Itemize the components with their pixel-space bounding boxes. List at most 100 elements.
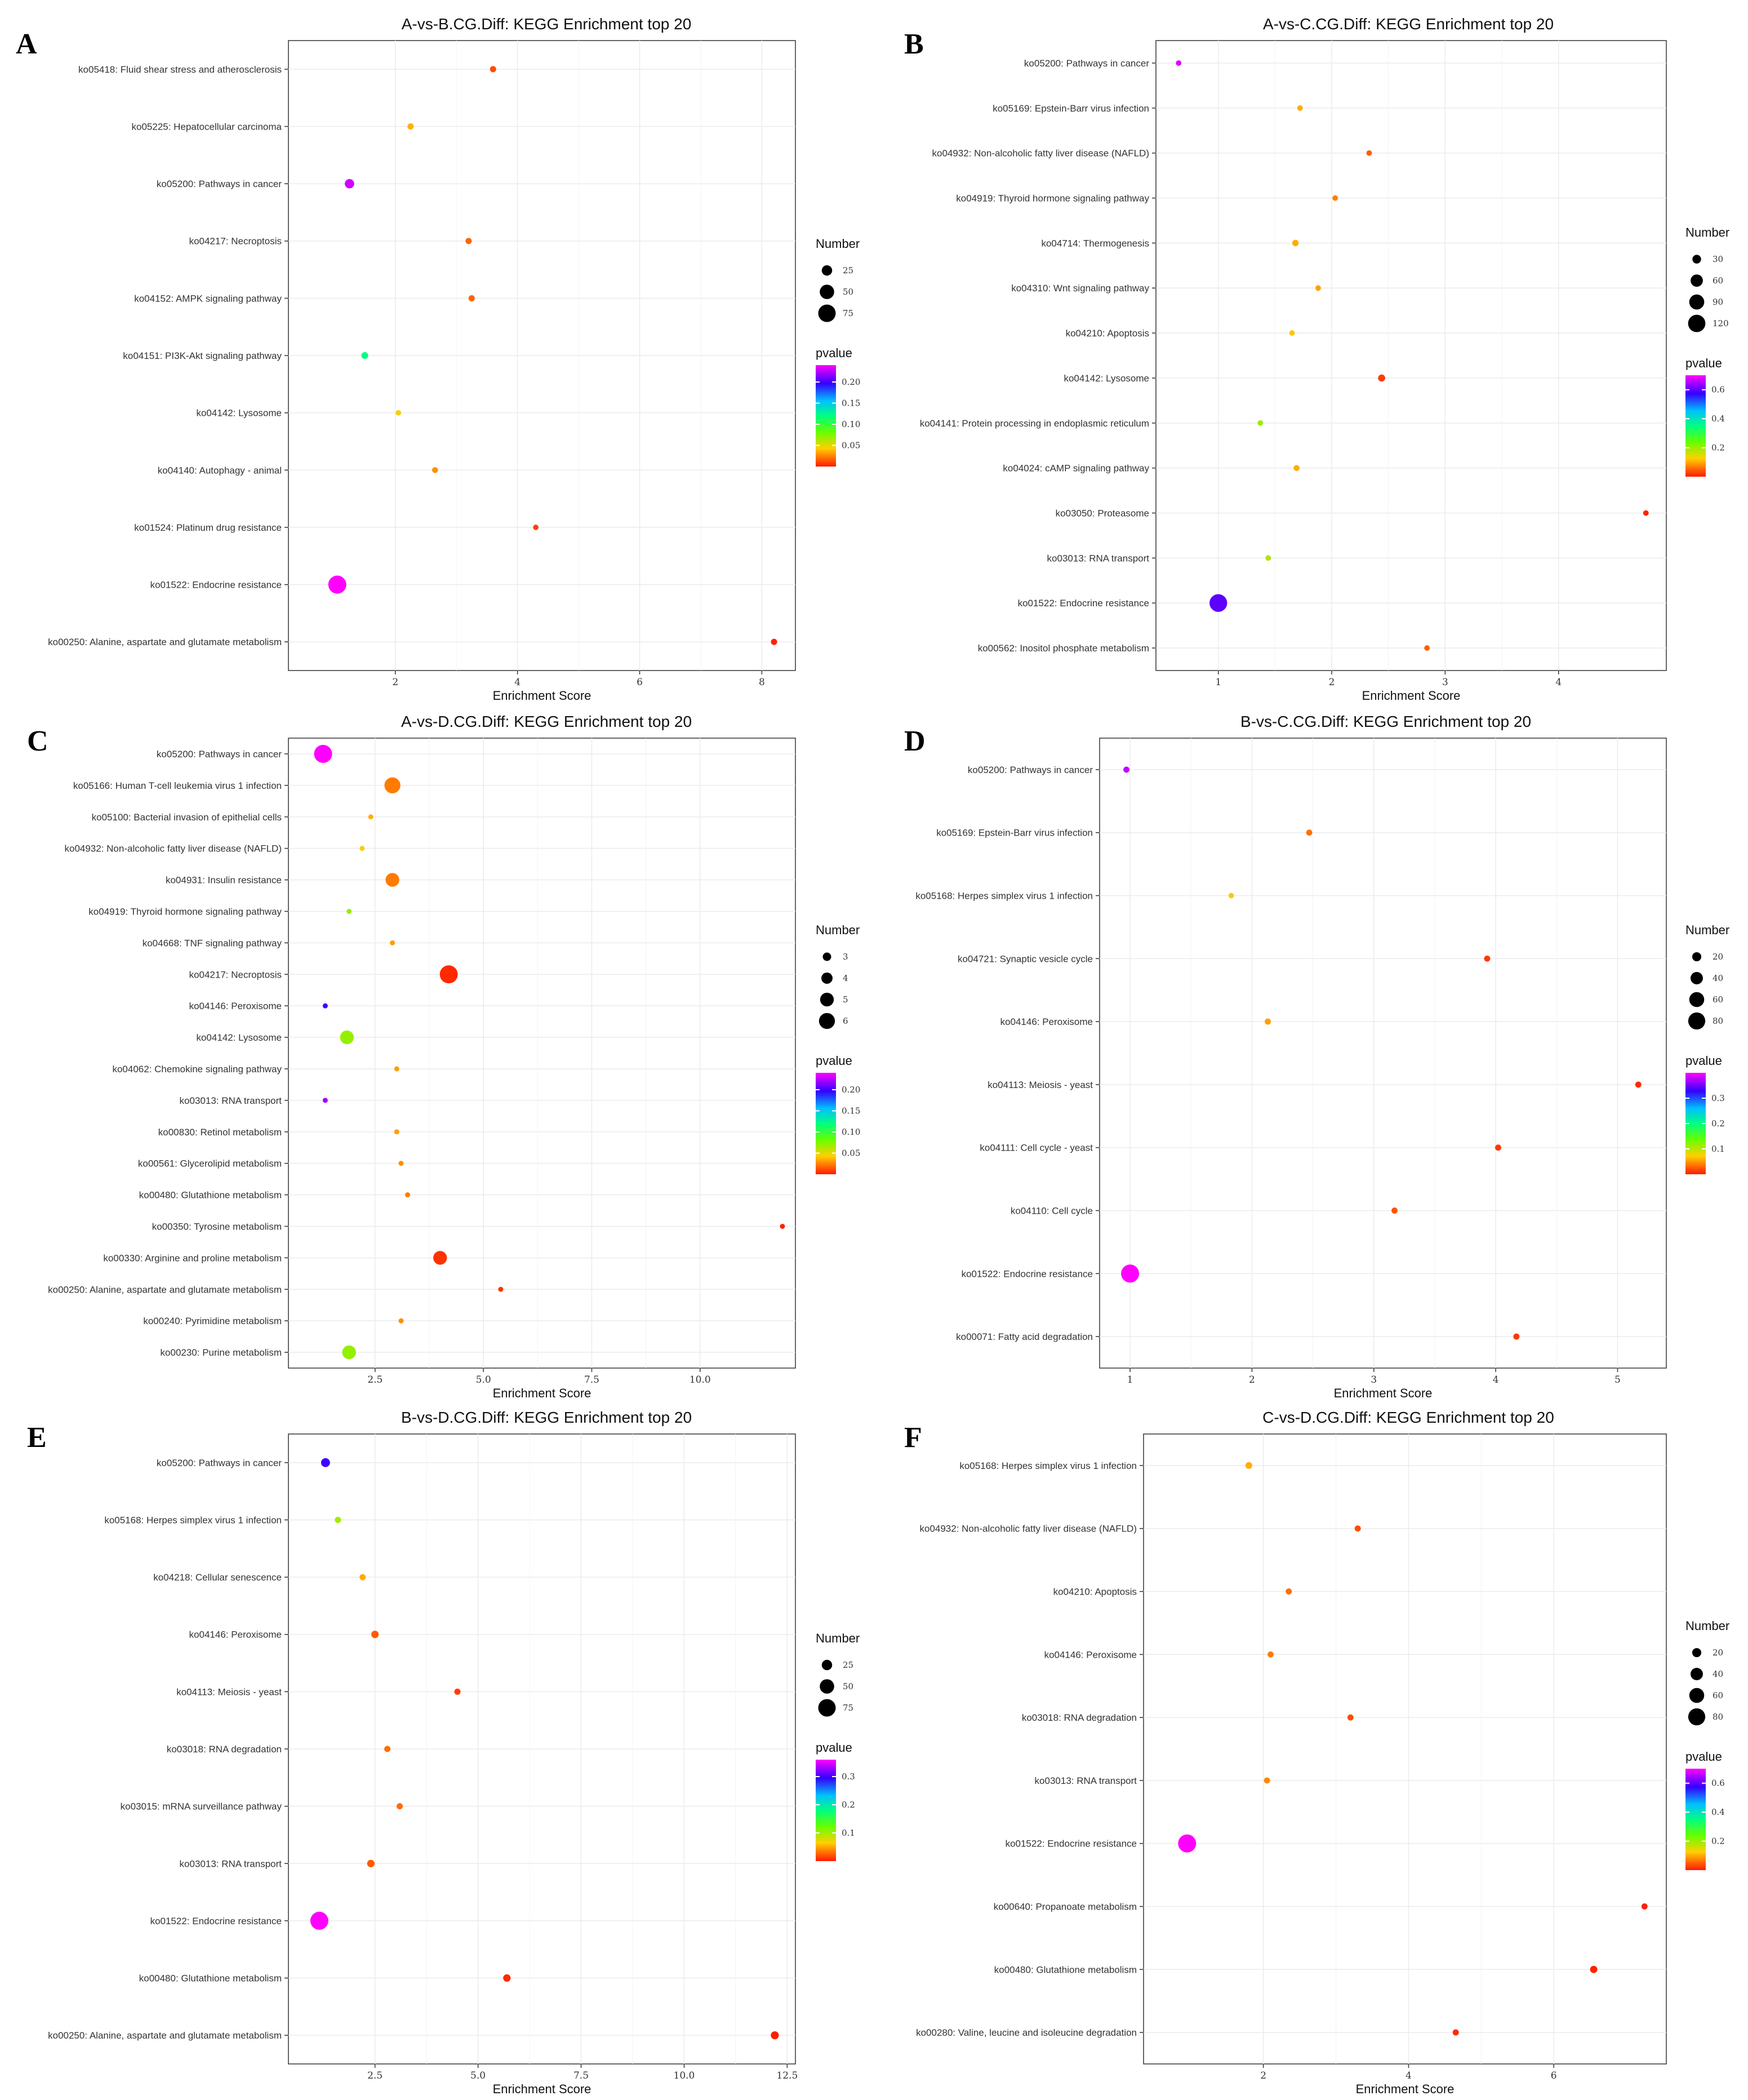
color-tick-label: 0.05	[842, 1148, 860, 1158]
data-point	[1265, 555, 1271, 561]
y-tick-label: ko00330: Arginine and proline metabolism	[103, 1253, 282, 1263]
color-tick-label: 0.2	[1711, 443, 1725, 453]
data-point	[394, 1129, 399, 1135]
data-point	[1315, 285, 1321, 291]
y-tick-label: ko04140: Autophagy - animal	[158, 465, 282, 476]
data-point	[1347, 1714, 1354, 1721]
data-point	[405, 1192, 411, 1198]
y-tick-label: ko00561: Glycerolipid metabolism	[138, 1158, 282, 1169]
y-tick-label: ko00480: Glutathione metabolism	[139, 1973, 282, 1984]
y-tick-label: ko04146: Peroxisome	[189, 1630, 282, 1640]
y-tick-label: ko01522: Endocrine resistance	[962, 1268, 1093, 1279]
x-axis-label: Enrichment Score	[493, 1386, 591, 1400]
size-legend-label: 50	[843, 1681, 853, 1691]
x-tick-label: 3	[1442, 677, 1448, 688]
data-point	[1178, 1834, 1197, 1853]
size-legend-key	[818, 304, 836, 322]
y-tick-label: ko04218: Cellular senescence	[153, 1572, 282, 1583]
y-tick-label: ko05168: Herpes simplex virus 1 infectio…	[104, 1515, 282, 1525]
x-tick-label: 10.0	[690, 1374, 711, 1386]
y-tick-label: ko05225: Hepatocellular carcinoma	[132, 121, 282, 132]
size-legend-label: 20	[1713, 1648, 1723, 1658]
y-tick-label: ko01522: Endocrine resistance	[1018, 598, 1149, 609]
y-tick-label: ko03013: RNA transport	[1047, 553, 1150, 563]
y-tick-label: ko04062: Chemokine signaling pathway	[112, 1064, 282, 1075]
color-tick-label: 0.6	[1711, 1778, 1725, 1788]
chart-title: C-vs-D.CG.Diff: KEGG Enrichment top 20	[1262, 1409, 1554, 1426]
color-legend-title: pvalue	[816, 346, 852, 360]
color-tick-label: 0.05	[842, 441, 860, 451]
data-point	[1293, 465, 1300, 471]
y-tick-label: ko03018: RNA degradation	[1022, 1712, 1137, 1723]
y-tick-label: ko03013: RNA transport	[180, 1858, 282, 1869]
color-tick-label: 0.1	[842, 1828, 855, 1838]
size-legend-label: 30	[1713, 254, 1723, 264]
size-legend-key	[1689, 992, 1705, 1007]
data-point	[771, 638, 777, 645]
y-tick-label: ko05168: Herpes simplex virus 1 infectio…	[959, 1460, 1137, 1471]
color-legend-title: pvalue	[1685, 1750, 1722, 1764]
size-legend-title: Number	[1685, 923, 1729, 937]
data-point	[1264, 1777, 1270, 1784]
y-tick-label: ko05200: Pathways in cancer	[157, 1458, 282, 1468]
size-legend-key	[820, 992, 834, 1007]
data-point	[368, 814, 373, 820]
y-tick-label: ko00240: Pyrimidine metabolism	[143, 1316, 282, 1326]
panel-letter: D	[904, 725, 926, 757]
data-point	[407, 123, 414, 130]
size-legend-key	[1689, 1688, 1705, 1703]
y-tick-label: ko04932: Non-alcoholic fatty liver disea…	[919, 1524, 1137, 1534]
panels-container: A A-vs-B.CG.Diff: KEGG Enrichment top 20 2…	[16, 15, 1729, 2096]
y-tick-label: ko03013: RNA transport	[180, 1095, 282, 1106]
data-point	[1641, 1903, 1648, 1910]
data-point	[1635, 1081, 1642, 1088]
size-legend-label: 40	[1713, 1669, 1723, 1679]
chart-title: A-vs-B.CG.Diff: KEGG Enrichment top 20	[402, 15, 692, 33]
size-legend-key	[1688, 1708, 1706, 1726]
y-tick-label: ko05169: Epstein-Barr virus infection	[993, 103, 1149, 114]
y-tick-label: ko04152: AMPK signaling pathway	[134, 293, 282, 304]
y-tick-label: ko04919: Thyroid hormone signaling pathw…	[88, 906, 282, 917]
data-point	[1289, 330, 1295, 336]
data-point	[335, 1516, 341, 1523]
panel-e: E B-vs-D.CG.Diff: KEGG Enrichment top 20 2…	[27, 1409, 860, 2096]
x-tick-label: 2.5	[367, 2070, 382, 2081]
size-legend: Number 25 50 75	[816, 1631, 860, 1717]
size-legend-key	[1692, 1648, 1702, 1658]
x-tick-label: 12.5	[776, 2070, 798, 2081]
color-tick-label: 0.1	[1711, 1144, 1725, 1154]
color-legend-title: pvalue	[1685, 1054, 1722, 1068]
data-point	[1176, 60, 1182, 66]
color-legend-bar	[816, 365, 836, 467]
data-point	[1513, 1333, 1520, 1340]
data-point	[1378, 374, 1385, 382]
y-tick-label: ko00280: Valine, leucine and isoleucine …	[916, 2027, 1137, 2038]
size-legend-label: 120	[1713, 318, 1729, 328]
color-tick-label: 0.15	[842, 398, 860, 409]
data-point	[384, 777, 401, 794]
data-point	[771, 2031, 779, 2040]
data-point	[1245, 1462, 1252, 1469]
panel-a: A A-vs-B.CG.Diff: KEGG Enrichment top 20 2…	[16, 15, 860, 703]
data-point	[1643, 510, 1649, 516]
data-point	[1391, 1207, 1398, 1214]
size-legend-key	[820, 285, 834, 299]
x-axis-label: Enrichment Score	[1356, 2082, 1455, 2096]
y-tick-label: ko01524: Platinum drug resistance	[134, 522, 282, 533]
data-point	[1267, 1651, 1274, 1658]
data-point	[1228, 893, 1234, 899]
y-tick-label: ko05166: Human T-cell leukemia virus 1 i…	[73, 780, 282, 791]
x-tick-label: 6	[637, 677, 643, 688]
y-tick-label: ko00350: Tyrosine metabolism	[152, 1221, 282, 1232]
data-point	[395, 410, 402, 416]
y-tick-label: ko04210: Apoptosis	[1053, 1587, 1137, 1597]
data-point	[397, 1803, 403, 1810]
x-tick-label: 2.5	[367, 1374, 382, 1386]
color-legend: pvalue 0.6 0.4 0.2	[1685, 356, 1725, 477]
data-point	[359, 1574, 366, 1580]
y-tick-label: ko00480: Glutathione metabolism	[139, 1190, 282, 1201]
size-legend-label: 25	[843, 265, 853, 276]
y-tick-label: ko04142: Lysosome	[1064, 373, 1149, 384]
x-tick-label: 1	[1127, 1374, 1133, 1386]
